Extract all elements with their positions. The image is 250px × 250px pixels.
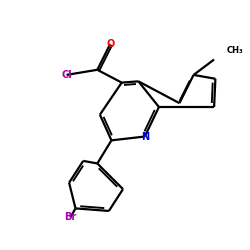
Text: N: N — [141, 132, 149, 141]
Text: Cl: Cl — [61, 70, 72, 80]
Text: O: O — [106, 39, 114, 49]
Text: CH₃: CH₃ — [227, 46, 244, 55]
Text: Br: Br — [64, 212, 76, 222]
